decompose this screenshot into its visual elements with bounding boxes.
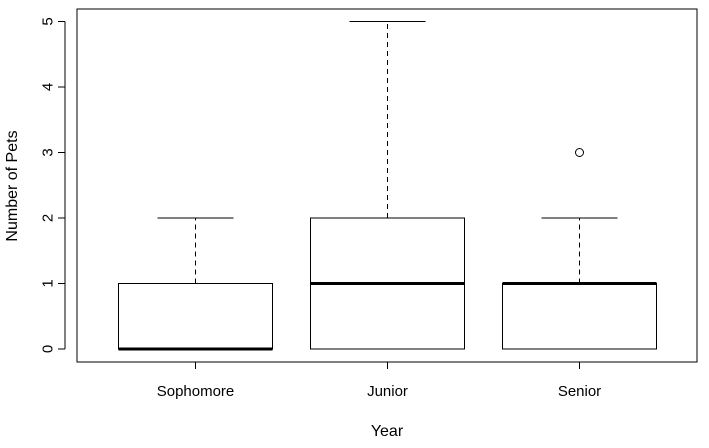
y-tick-label: 3	[40, 148, 57, 156]
box-junior	[310, 21, 465, 350]
x-tick-label: Senior	[558, 383, 601, 400]
y-tick-label: 0	[40, 345, 57, 353]
outlier-point	[575, 148, 584, 157]
y-tick-label: 5	[40, 17, 57, 25]
y-tick-label: 1	[40, 279, 57, 287]
x-tick-label: Junior	[367, 383, 408, 400]
y-axis: 0 1 2 3 4 5	[40, 17, 66, 353]
box-senior	[502, 148, 657, 350]
boxes-group	[118, 21, 657, 351]
y-axis-title: Number of Pets	[4, 130, 21, 241]
box-sophomore	[118, 217, 273, 351]
x-axis: Sophomore Junior Senior	[157, 361, 601, 400]
y-tick-label: 4	[40, 83, 57, 91]
iqr-box	[118, 283, 273, 350]
iqr-box	[502, 283, 657, 350]
y-tick-label: 2	[40, 214, 57, 222]
x-axis-title: Year	[371, 423, 404, 440]
x-tick-label: Sophomore	[157, 383, 235, 400]
